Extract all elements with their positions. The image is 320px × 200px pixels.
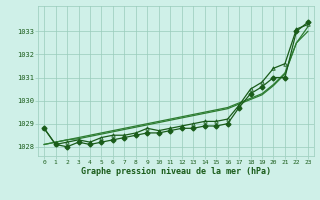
X-axis label: Graphe pression niveau de la mer (hPa): Graphe pression niveau de la mer (hPa) [81, 167, 271, 176]
